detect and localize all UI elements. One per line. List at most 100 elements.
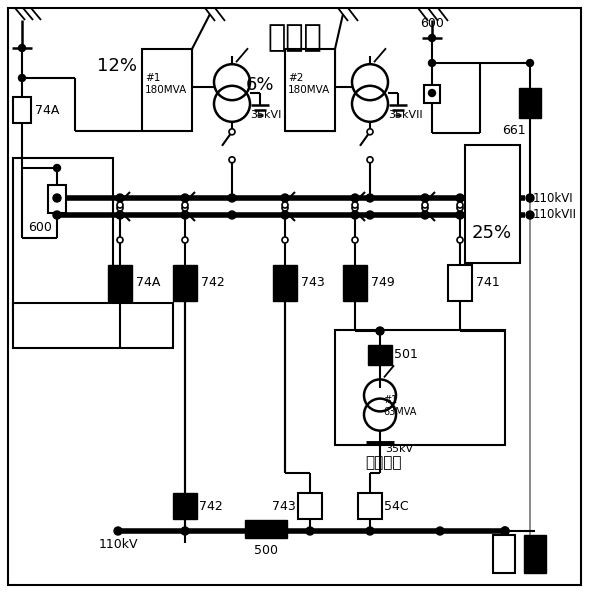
Circle shape: [182, 205, 188, 211]
Circle shape: [526, 194, 534, 202]
Text: 日新变: 日新变: [268, 24, 322, 53]
Text: 信菷光伏: 信菷光伏: [365, 455, 401, 470]
Text: 501: 501: [394, 349, 418, 362]
Circle shape: [18, 75, 25, 81]
Text: 749: 749: [371, 276, 395, 289]
Circle shape: [422, 205, 428, 211]
Circle shape: [282, 202, 288, 208]
Circle shape: [229, 157, 235, 163]
Circle shape: [457, 202, 463, 208]
Bar: [13, 97, 31, 123]
Circle shape: [421, 211, 429, 219]
Bar: [108, 265, 132, 301]
Bar: [368, 345, 392, 365]
Text: 74A: 74A: [35, 104, 59, 116]
Bar: [358, 493, 382, 519]
Text: 6%: 6%: [246, 76, 274, 94]
Text: 110kVII: 110kVII: [533, 209, 577, 222]
Text: 743: 743: [272, 499, 296, 512]
Text: 63MVA: 63MVA: [383, 407, 417, 417]
Text: 74A: 74A: [136, 276, 160, 289]
Circle shape: [182, 202, 188, 208]
Text: 661: 661: [502, 125, 526, 138]
Circle shape: [229, 129, 235, 135]
Text: #1: #1: [383, 395, 397, 405]
Circle shape: [428, 59, 436, 66]
Circle shape: [351, 211, 359, 219]
Circle shape: [181, 527, 189, 535]
Circle shape: [53, 211, 61, 219]
Text: 600: 600: [28, 221, 52, 234]
Bar: [142, 49, 192, 131]
Bar: [465, 145, 520, 263]
Circle shape: [281, 194, 289, 202]
Circle shape: [527, 59, 534, 66]
Circle shape: [281, 211, 289, 219]
Bar: [285, 49, 335, 131]
Circle shape: [181, 194, 189, 202]
Text: 35kVII: 35kVII: [388, 110, 423, 120]
Circle shape: [457, 237, 463, 243]
Circle shape: [367, 129, 373, 135]
Circle shape: [351, 194, 359, 202]
Circle shape: [228, 211, 236, 219]
Circle shape: [428, 34, 436, 42]
Circle shape: [421, 194, 429, 202]
Bar: [173, 265, 197, 301]
Bar: [335, 330, 505, 445]
Circle shape: [181, 211, 189, 219]
Text: #2: #2: [288, 73, 303, 83]
Circle shape: [366, 194, 374, 202]
Circle shape: [501, 527, 509, 535]
Circle shape: [262, 527, 270, 535]
Text: 600: 600: [420, 17, 444, 30]
Circle shape: [228, 194, 236, 202]
Circle shape: [114, 527, 122, 535]
Circle shape: [18, 44, 25, 52]
Circle shape: [366, 211, 374, 219]
Circle shape: [422, 202, 428, 208]
Circle shape: [117, 237, 123, 243]
Bar: [448, 265, 472, 301]
Text: 35kVI: 35kVI: [250, 110, 281, 120]
Bar: [519, 88, 541, 118]
Text: 742: 742: [201, 276, 225, 289]
Bar: [424, 85, 440, 103]
Circle shape: [457, 205, 463, 211]
Circle shape: [367, 157, 373, 163]
Circle shape: [366, 527, 374, 535]
Circle shape: [501, 527, 509, 535]
Circle shape: [436, 527, 444, 535]
Text: 742: 742: [199, 499, 223, 512]
Bar: [343, 265, 367, 301]
Text: 180MVA: 180MVA: [288, 85, 330, 95]
Circle shape: [282, 205, 288, 211]
Bar: [245, 520, 287, 538]
Bar: [273, 265, 297, 301]
Bar: [298, 493, 322, 519]
Text: 500: 500: [254, 544, 278, 557]
Circle shape: [352, 237, 358, 243]
Circle shape: [117, 205, 123, 211]
Text: 180MVA: 180MVA: [145, 85, 187, 95]
Bar: [13, 158, 113, 318]
Circle shape: [53, 194, 61, 202]
Bar: [524, 535, 546, 573]
Circle shape: [54, 164, 60, 171]
Text: #1: #1: [145, 73, 160, 83]
Text: 35kV: 35kV: [385, 444, 413, 454]
Circle shape: [282, 237, 288, 243]
Circle shape: [456, 194, 464, 202]
Circle shape: [526, 211, 534, 219]
Circle shape: [182, 237, 188, 243]
Text: 25%: 25%: [472, 224, 512, 242]
Text: 12%: 12%: [97, 57, 137, 75]
Text: 54C: 54C: [384, 499, 408, 512]
Text: 743: 743: [301, 276, 324, 289]
Bar: [173, 493, 197, 519]
Bar: [48, 185, 66, 213]
Text: 110kVI: 110kVI: [533, 192, 574, 205]
Circle shape: [376, 327, 384, 335]
Circle shape: [116, 211, 124, 219]
Bar: [13, 303, 173, 348]
